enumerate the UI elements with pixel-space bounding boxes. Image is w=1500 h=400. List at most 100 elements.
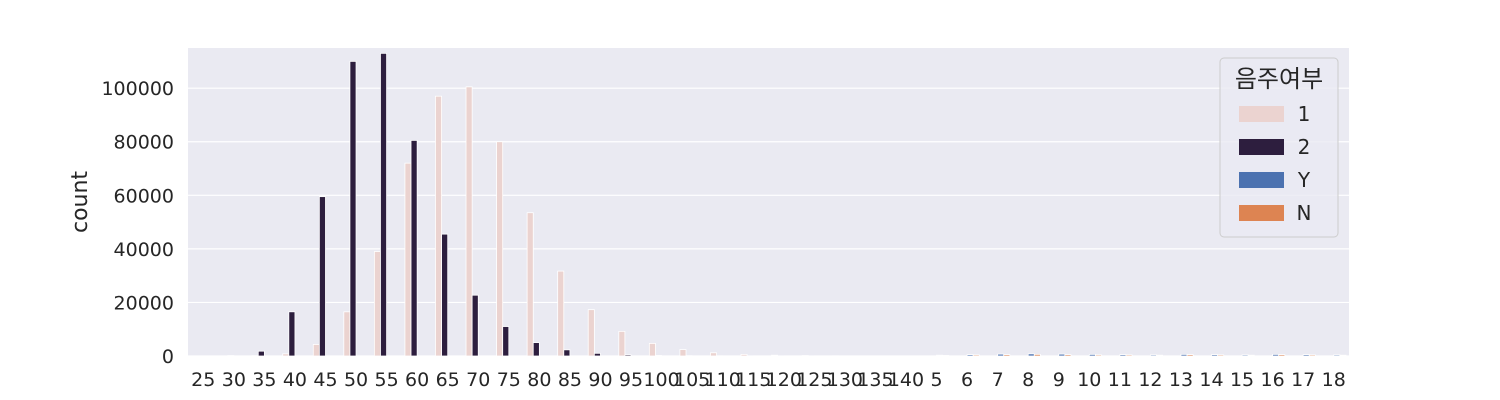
x-tick-label: 110 [705, 369, 741, 391]
x-tick-label: 13 [1169, 369, 1193, 391]
bar [526, 212, 534, 357]
legend-title: 음주여부 [1235, 65, 1323, 93]
bar [441, 233, 449, 357]
y-tick-label: 60000 [114, 185, 174, 207]
bar [1339, 354, 1347, 357]
x-tick-label: 90 [588, 369, 612, 391]
bar [655, 355, 662, 357]
x-tick-label: 15 [1230, 369, 1254, 391]
bar [1095, 354, 1102, 357]
x-tick-label: 35 [252, 369, 276, 391]
bar [593, 352, 601, 357]
bar [257, 350, 265, 357]
bar [1241, 354, 1249, 357]
legend-swatch-Y [1239, 172, 1284, 188]
x-tick-label: 10 [1077, 369, 1101, 391]
bar [618, 330, 626, 357]
x-tick-label: 6 [961, 369, 973, 391]
bar [1058, 353, 1066, 357]
bar [1119, 354, 1127, 357]
bar [679, 349, 687, 357]
bar [1272, 353, 1280, 357]
x-tick-label: 95 [619, 369, 643, 391]
bar [587, 309, 595, 357]
legend-swatch-1 [1239, 106, 1284, 122]
x-tick-label: 25 [191, 369, 215, 391]
bar [410, 139, 418, 357]
bar [373, 251, 381, 357]
x-tick-label: 85 [558, 369, 582, 391]
bar [1333, 354, 1341, 357]
bar [1308, 354, 1316, 357]
bar [312, 344, 320, 357]
y-tick-label: 20000 [114, 292, 174, 314]
bar [1217, 354, 1225, 357]
bar [1302, 354, 1310, 357]
x-tick-label: 16 [1261, 369, 1285, 391]
y-ticks: 0 20000 40000 60000 80000 100000 [101, 78, 174, 368]
bar [1064, 354, 1072, 357]
bar [1156, 354, 1164, 357]
plot-area [188, 48, 1349, 356]
y-tick-label: 0 [162, 346, 174, 368]
bar [710, 352, 717, 357]
x-tick-label: 14 [1199, 369, 1223, 391]
bar [557, 270, 565, 357]
bar [349, 60, 357, 357]
x-tick-label: 8 [1022, 369, 1034, 391]
bar [471, 294, 479, 357]
x-tick-label: 125 [796, 369, 832, 391]
x-tick-label: 105 [674, 369, 710, 391]
bar [1033, 353, 1041, 357]
bar [435, 95, 442, 357]
x-ticks: 25 30 35 40 45 50 55 60 65 70 75 80 85 90 95 1001051101… [191, 369, 1346, 391]
x-tick-label: 80 [527, 369, 551, 391]
bar [288, 311, 296, 357]
bars [227, 52, 1347, 357]
x-tick-label: 40 [283, 369, 307, 391]
x-tick-label: 135 [857, 369, 893, 391]
bar [648, 343, 656, 357]
bar [972, 354, 980, 357]
x-tick-label: 55 [374, 369, 398, 391]
x-tick-label: 50 [344, 369, 368, 391]
bar [1247, 354, 1255, 357]
plot-background [188, 48, 1349, 356]
bar [1150, 354, 1157, 357]
bar [380, 52, 387, 357]
bar [771, 354, 779, 357]
bar [1186, 354, 1194, 357]
bar [936, 354, 944, 357]
x-tick-label: 5 [930, 369, 942, 391]
x-tick-label: 18 [1322, 369, 1346, 391]
bar [1003, 354, 1011, 357]
y-tick-label: 40000 [114, 239, 174, 261]
x-tick-label: 65 [436, 369, 460, 391]
bar [502, 326, 510, 357]
legend-label-Y: Y [1297, 168, 1311, 192]
y-tick-label: 80000 [114, 132, 174, 154]
y-axis-label: count [68, 171, 93, 233]
bar [532, 342, 540, 357]
x-tick-label: 9 [1053, 369, 1065, 391]
bar [740, 353, 748, 357]
x-tick-label: 120 [766, 369, 802, 391]
x-tick-label: 17 [1291, 369, 1315, 391]
legend-swatch-2 [1239, 139, 1284, 155]
x-tick-label: 115 [735, 369, 771, 391]
bar [318, 196, 326, 357]
bar [1180, 353, 1188, 357]
legend-label-1: 1 [1298, 102, 1311, 126]
x-tick-label: 100 [643, 369, 679, 391]
legend-label-2: 2 [1298, 135, 1311, 159]
legend-label-N: N [1297, 201, 1312, 225]
legend-swatch-N [1239, 205, 1284, 221]
x-tick-label: 12 [1138, 369, 1162, 391]
x-tick-label: 140 [888, 369, 924, 391]
x-tick-label: 70 [466, 369, 490, 391]
x-tick-label: 11 [1108, 369, 1132, 391]
bar [563, 349, 571, 357]
bar [282, 353, 290, 357]
bar [1125, 354, 1133, 357]
